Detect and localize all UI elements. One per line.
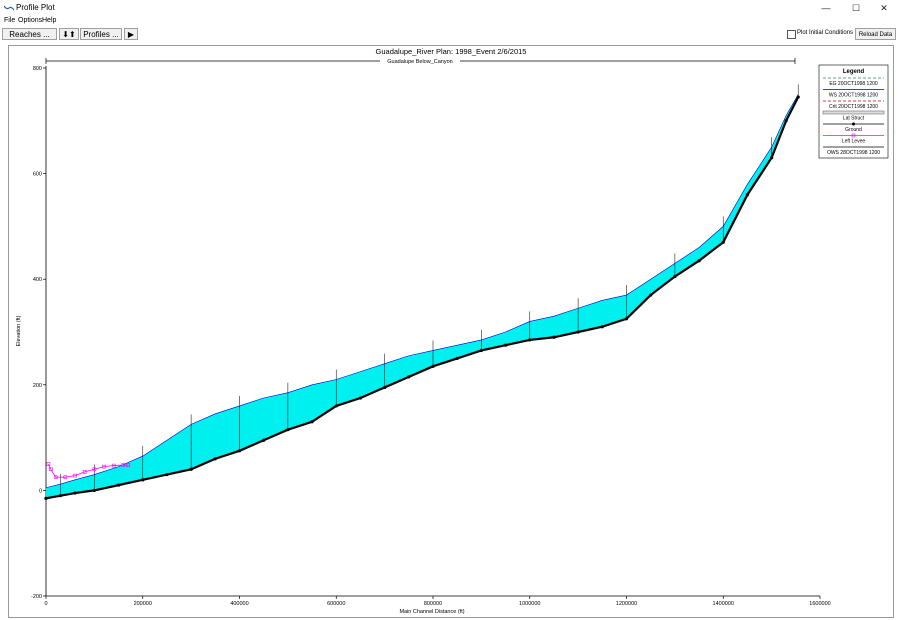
- menu-bar: File Options Help: [0, 16, 898, 27]
- reaches-button[interactable]: Reaches ...: [2, 28, 57, 40]
- toolbar: Reaches ... ⬇⬆ Profiles ... ▶ Plot Initi…: [0, 27, 898, 43]
- menu-help[interactable]: Help: [42, 17, 57, 24]
- animate-button[interactable]: ▶: [124, 28, 138, 40]
- profile-plot-icon: [4, 5, 14, 11]
- plot-initial-checkbox[interactable]: [787, 30, 796, 39]
- close-button[interactable]: ✕: [880, 3, 888, 13]
- menu-options[interactable]: Options: [18, 17, 43, 24]
- title-bar: Profile Plot — ☐ ✕: [0, 0, 898, 16]
- menu-file[interactable]: File: [4, 17, 16, 24]
- window-title: Profile Plot: [16, 3, 55, 12]
- plot-initial-label: Plot Initial Conditions: [797, 30, 854, 36]
- reorder-arrows-button[interactable]: ⬇⬆: [59, 28, 79, 40]
- maximize-button[interactable]: ☐: [851, 3, 861, 13]
- minimize-button[interactable]: —: [821, 3, 831, 13]
- reload-data-button[interactable]: Reload Data: [855, 28, 896, 40]
- plot-area[interactable]: [8, 45, 894, 618]
- profiles-button[interactable]: Profiles ...: [80, 28, 122, 40]
